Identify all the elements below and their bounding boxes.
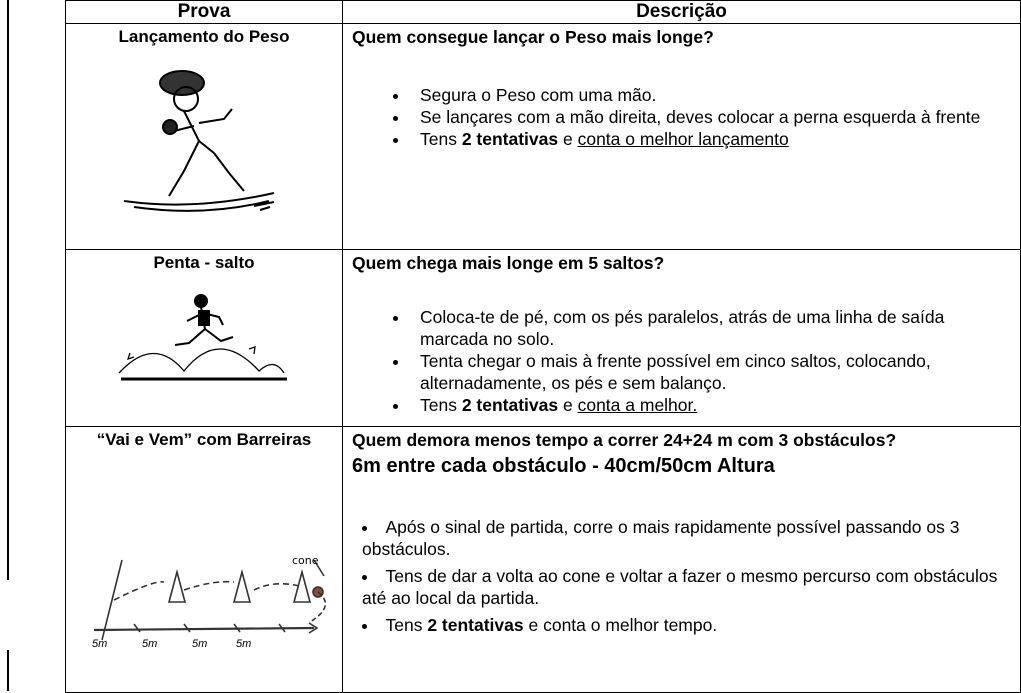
event-row: “Vai e Vem” com Barreiras cone 5m 5m 5m 5m Qu…: [65, 426, 1021, 693]
hurdles-illustration: [93, 559, 327, 641]
bullet-text: Segura o Peso com uma mão.: [420, 85, 657, 105]
header-row: Prova Descrição: [65, 0, 1021, 24]
question: Quem chega mais longe em 5 saltos?: [352, 253, 665, 273]
bullet-text: Se lançares com a mão direita, deves col…: [420, 107, 981, 127]
bullet-text: Após o sinal de partida, corre o mais ra…: [362, 517, 960, 559]
bullet-list: Segura o Peso com uma mão.Se lançares co…: [352, 84, 1012, 150]
illustration: [74, 287, 334, 397]
bullet-list: Após o sinal de partida, corre o mais ra…: [352, 516, 1012, 636]
bullet-text: e: [558, 129, 578, 149]
shot-put-illustration: [123, 70, 275, 212]
page-edge: [7, 650, 9, 691]
header-cell: Descrição: [342, 0, 1021, 24]
bullet-text: 2 tentativas: [427, 615, 524, 635]
bullet-text: Coloca-te de pé, com os pés paralelos, a…: [420, 307, 945, 349]
illustration: [74, 61, 334, 221]
figure-label: cone: [292, 554, 319, 567]
event-cell: Lançamento do Peso: [65, 23, 343, 250]
event-cell: Penta - salto: [65, 249, 343, 427]
events-table: Prova Descrição Lançamento do Peso Quem …: [65, 0, 1021, 693]
figure-label: 5m: [142, 638, 158, 650]
bullet-text: Tens de dar a volta ao cone e voltar a f…: [362, 566, 998, 608]
bullet: Após o sinal de partida, corre o mais ra…: [352, 516, 1012, 560]
event-name: Lançamento do Peso: [118, 27, 290, 46]
event-name: “Vai e Vem” com Barreiras: [96, 430, 312, 449]
figure-label: 5m: [236, 638, 252, 650]
description-cell: Quem consegue lançar o Peso mais longe? S…: [342, 23, 1021, 250]
figure-label: 5m: [192, 638, 208, 650]
event-cell: “Vai e Vem” com Barreiras cone 5m 5m 5m 5m: [65, 426, 343, 693]
bullet-text: e conta o melhor tempo.: [523, 615, 718, 635]
bullet: Tens 2 tentativas e conta o melhor tempo…: [352, 614, 1012, 636]
bullet: Tens 2 tentativas e conta a melhor.: [410, 394, 1012, 416]
bullet: Segura o Peso com uma mão.: [410, 84, 1012, 106]
question: Quem consegue lançar o Peso mais longe?: [352, 27, 714, 47]
bullet-text: e: [558, 395, 578, 415]
page-edge: [7, 0, 9, 580]
bullet: Coloca-te de pé, com os pés paralelos, a…: [410, 306, 1012, 350]
bullet-text: 2 tentativas: [461, 395, 559, 415]
table-body: Lançamento do Peso Quem consegue lançar …: [65, 23, 1021, 693]
question: Quem demora menos tempo a correr 24+24 m…: [352, 430, 897, 450]
bullet-text: Tens: [385, 615, 428, 635]
header-cell: Prova: [65, 0, 343, 24]
bullet-list: Coloca-te de pé, com os pés paralelos, a…: [352, 306, 1012, 416]
bullet: Tens de dar a volta ao cone e voltar a f…: [352, 565, 1012, 609]
subtitle: 6m entre cada obstáculo - 40cm/50cm Altu…: [352, 455, 775, 477]
event-row: Penta - salto Quem chega mais longe em 5…: [65, 249, 1021, 427]
bullet-text: conta a melhor.: [577, 395, 698, 415]
bullet-text: Tens: [420, 395, 462, 415]
figure-label: 5m: [92, 638, 108, 650]
bullet-text: Tens: [420, 129, 462, 149]
bullet-text: conta o melhor lançamento: [577, 129, 789, 149]
event-name: Penta - salto: [153, 253, 255, 272]
description-cell: Quem chega mais longe em 5 saltos? Coloca…: [342, 249, 1021, 427]
bullet: Tenta chegar o mais à frente possível em…: [410, 350, 1012, 394]
bullet-text: Tenta chegar o mais à frente possível em…: [420, 351, 931, 393]
event-row: Lançamento do Peso Quem consegue lançar …: [65, 23, 1021, 250]
description-cell: Quem demora menos tempo a correr 24+24 m…: [342, 426, 1021, 693]
illustration: cone 5m 5m 5m 5m: [74, 510, 334, 660]
penta-jump-illustration: [118, 294, 287, 381]
bullet: Tens 2 tentativas e conta o melhor lança…: [410, 128, 1012, 150]
bullet-text: 2 tentativas: [461, 129, 559, 149]
bullet: Se lançares com a mão direita, deves col…: [410, 106, 1012, 128]
